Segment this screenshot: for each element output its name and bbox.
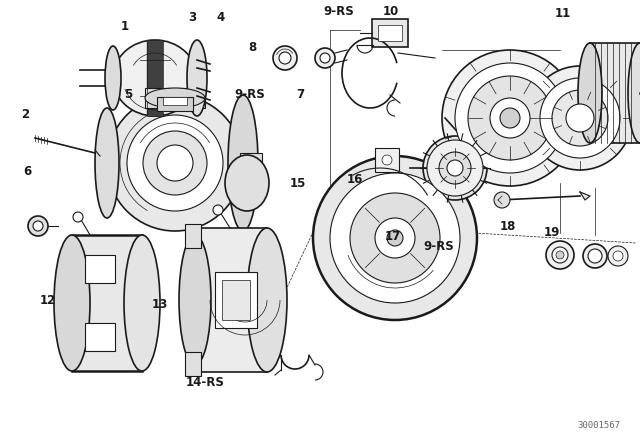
Circle shape	[382, 155, 392, 165]
Bar	[195, 228, 267, 372]
Circle shape	[455, 63, 565, 173]
Circle shape	[447, 160, 463, 176]
Bar	[85, 323, 115, 351]
Ellipse shape	[247, 228, 287, 372]
Ellipse shape	[124, 235, 160, 371]
Circle shape	[552, 247, 568, 263]
Text: 30001567: 30001567	[578, 421, 621, 430]
Circle shape	[423, 136, 487, 200]
Text: 4: 4	[217, 11, 225, 25]
Circle shape	[213, 205, 223, 215]
Circle shape	[273, 46, 297, 70]
Circle shape	[320, 53, 330, 63]
Text: 3: 3	[188, 11, 196, 25]
Ellipse shape	[179, 235, 211, 365]
Bar	[147, 40, 163, 116]
Circle shape	[375, 218, 415, 258]
Circle shape	[330, 173, 460, 303]
Text: 13: 13	[152, 298, 168, 311]
Text: 18: 18	[499, 220, 516, 233]
Bar	[590, 43, 640, 143]
Circle shape	[28, 216, 48, 236]
Text: 12: 12	[40, 293, 56, 307]
Text: 9-RS: 9-RS	[324, 4, 355, 18]
Bar	[72, 235, 142, 371]
Circle shape	[143, 131, 207, 195]
Bar	[378, 25, 402, 41]
Circle shape	[608, 246, 628, 266]
Bar	[375, 148, 399, 172]
Polygon shape	[580, 192, 590, 200]
Ellipse shape	[578, 43, 602, 143]
Circle shape	[490, 98, 530, 138]
Circle shape	[566, 104, 594, 132]
Circle shape	[127, 115, 223, 211]
Bar	[157, 97, 193, 111]
Circle shape	[552, 90, 608, 146]
Text: 16: 16	[347, 172, 364, 186]
Ellipse shape	[225, 155, 269, 211]
Circle shape	[468, 76, 552, 160]
Ellipse shape	[228, 95, 258, 231]
Circle shape	[528, 66, 632, 170]
Bar	[185, 224, 201, 248]
Bar	[372, 19, 408, 47]
Text: 10: 10	[382, 4, 399, 18]
Ellipse shape	[54, 235, 90, 371]
Bar	[163, 97, 187, 105]
Text: 8: 8	[249, 40, 257, 54]
Text: 9-RS: 9-RS	[423, 240, 454, 253]
Text: 5: 5	[124, 87, 132, 101]
Ellipse shape	[105, 46, 121, 110]
Circle shape	[588, 249, 602, 263]
Text: 7: 7	[297, 87, 305, 101]
Bar	[222, 280, 250, 320]
Circle shape	[157, 145, 193, 181]
Circle shape	[315, 48, 335, 68]
Text: 1: 1	[121, 20, 129, 34]
Ellipse shape	[187, 40, 207, 116]
Circle shape	[439, 152, 471, 184]
Text: 11: 11	[555, 7, 572, 20]
Circle shape	[583, 244, 607, 268]
Text: 9-RS: 9-RS	[234, 87, 265, 101]
Ellipse shape	[95, 108, 119, 218]
Ellipse shape	[107, 95, 243, 231]
Circle shape	[613, 251, 623, 261]
Circle shape	[73, 212, 83, 222]
Text: 19: 19	[543, 226, 560, 240]
Ellipse shape	[145, 88, 205, 108]
Circle shape	[540, 78, 620, 158]
Bar	[147, 40, 163, 116]
Circle shape	[442, 50, 578, 186]
Circle shape	[279, 52, 291, 64]
Circle shape	[350, 193, 440, 283]
Ellipse shape	[113, 40, 197, 116]
Bar	[215, 272, 257, 328]
Text: 15: 15	[289, 177, 306, 190]
Bar	[240, 153, 262, 173]
Bar	[85, 255, 115, 283]
Circle shape	[33, 221, 43, 231]
Circle shape	[546, 241, 574, 269]
Circle shape	[427, 140, 483, 196]
Circle shape	[494, 192, 510, 208]
Circle shape	[500, 108, 520, 128]
Text: 14-RS: 14-RS	[186, 375, 224, 389]
Text: 2: 2	[22, 108, 29, 121]
Circle shape	[313, 156, 477, 320]
Ellipse shape	[628, 43, 640, 143]
Bar	[185, 352, 201, 376]
Circle shape	[556, 251, 564, 259]
Text: 17: 17	[385, 230, 401, 243]
Bar	[145, 88, 205, 108]
Text: 6: 6	[23, 164, 31, 178]
Circle shape	[387, 230, 403, 246]
